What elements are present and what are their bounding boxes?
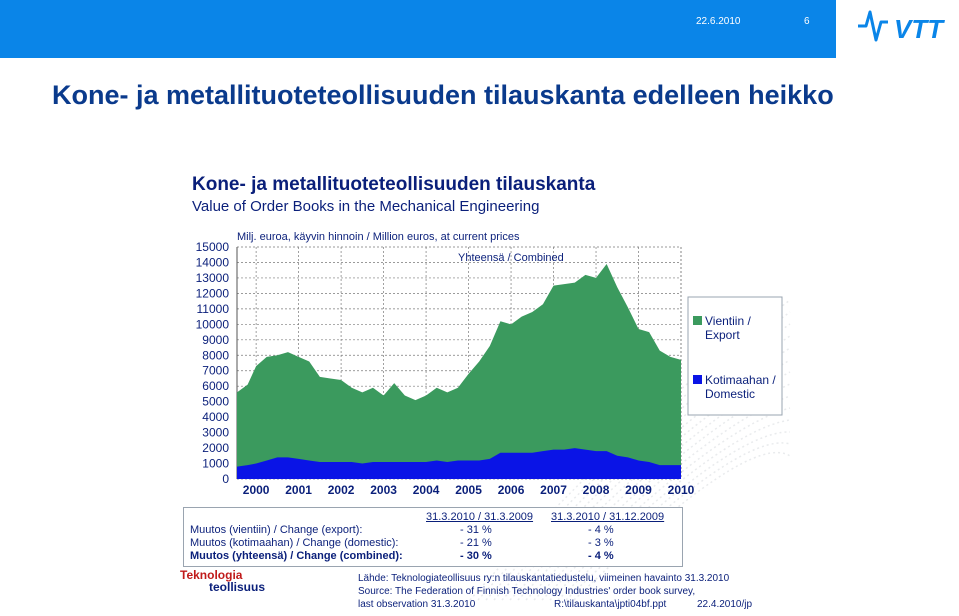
x-tick-label: 2009: [625, 483, 652, 497]
x-tick-label: 2002: [328, 483, 355, 497]
header-bar: [0, 0, 959, 58]
legend-box: [687, 296, 783, 416]
y-tick-label: 2000: [202, 441, 229, 455]
chart-areas: [237, 264, 681, 479]
legend-swatch: [693, 375, 702, 384]
teknologia-logo-line1: Teknologia: [180, 568, 243, 582]
y-tick-label: 13000: [196, 271, 230, 285]
legend-label-line: Vientiin /: [705, 314, 751, 328]
y-tick-label: 3000: [202, 426, 229, 440]
y-tick-label: 0: [222, 472, 229, 486]
x-tick-label: 2007: [540, 483, 567, 497]
legend-label: Kotimaahan / Domestic: [705, 373, 776, 401]
vtt-logo-text: VTT: [894, 14, 945, 44]
x-axis-ticks: 2000 2001 2002 2003 2004 2005 2006 2007 2008 2009…: [243, 483, 695, 497]
y-tick-label: 9000: [202, 333, 229, 347]
legend-label-line: Domestic: [705, 387, 755, 401]
chart-ylabel: Milj. euroa, käyvin hinnoin / Million eu…: [237, 231, 520, 243]
table-row-label: Muutos (yhteensä) / Change (combined):: [190, 550, 403, 562]
x-tick-label: 2003: [370, 483, 397, 497]
table-row-value: - 21 %: [460, 537, 492, 549]
legend-label: Vientiin / Export: [705, 314, 751, 342]
source-finnish: Lähde: Teknologiateollisuus ry:n tilausk…: [358, 573, 730, 584]
y-tick-label: 12000: [196, 286, 230, 300]
area-export: [237, 264, 681, 479]
x-tick-label: 2000: [243, 483, 270, 497]
teknologia-logo-line2: teollisuus: [209, 580, 266, 594]
table-row-label: Muutos (vientiin) / Change (export):: [190, 524, 363, 536]
x-tick-label: 2004: [413, 483, 440, 497]
y-tick-label: 4000: [202, 410, 229, 424]
y-tick-label: 11000: [197, 302, 230, 316]
table-col1-header: 31.3.2010 / 31.3.2009: [426, 511, 534, 523]
last-observation: last observation 31.3.2010: [358, 599, 476, 610]
file-date: 22.4.2010/jp: [697, 599, 753, 610]
vtt-logo: VTT: [836, 0, 959, 58]
chart-title: Kone- ja metallituoteteollisuuden tilaus…: [192, 174, 596, 195]
header-date: 22.6.2010: [696, 16, 741, 27]
y-tick-label: 5000: [202, 395, 229, 409]
watermark-line: [573, 451, 791, 601]
y-tick-label: 6000: [202, 379, 229, 393]
chart-legend: Vientiin / Export Kotimaahan / Domestic: [687, 296, 783, 416]
table-row-value: - 4 %: [588, 524, 614, 536]
x-tick-label: 2006: [498, 483, 525, 497]
legend-label-line: Export: [705, 328, 740, 342]
page-number: 6: [804, 16, 810, 27]
area-domestic: [237, 448, 681, 479]
table-row-label: Muutos (kotimaahan) / Change (domestic):: [190, 537, 399, 549]
table-row-value: - 31 %: [460, 524, 492, 536]
vtt-logo-icon: VTT: [858, 10, 945, 44]
chart-subtitle: Value of Order Books in the Mechanical E…: [192, 198, 539, 215]
y-tick-label: 7000: [202, 364, 229, 378]
combined-annotation: Yhteensä / Combined: [458, 252, 564, 264]
file-path: R:\tilauskanta\jpti04bf.ppt: [554, 599, 667, 610]
table-col2-header: 31.3.2010 / 31.12.2009: [551, 511, 665, 523]
change-table: 31.3.2010 / 31.3.2009 31.3.2010 / 31.12.…: [183, 507, 683, 567]
y-tick-label: 10000: [196, 317, 230, 331]
y-tick-label: 14000: [196, 255, 230, 269]
y-tick-label: 8000: [202, 348, 229, 362]
legend-items: Vientiin / Export Kotimaahan / Domestic: [693, 314, 776, 401]
y-tick-label: 1000: [202, 457, 229, 471]
x-tick-label: 2005: [455, 483, 482, 497]
legend-label-line: Kotimaahan /: [705, 373, 776, 387]
slide-title: Kone- ja metallituoteteollisuuden tilaus…: [52, 80, 834, 110]
table-row-value: - 30 %: [460, 550, 492, 562]
table-row-value: - 3 %: [588, 537, 614, 549]
x-tick-label: 2001: [285, 483, 312, 497]
x-tick-label: 2010: [668, 483, 695, 497]
table-row-value: - 4 %: [588, 550, 614, 562]
legend-swatch: [693, 316, 702, 325]
source-english: Source: The Federation of Finnish Techno…: [358, 586, 696, 597]
x-tick-label: 2008: [583, 483, 610, 497]
y-tick-label: 15000: [196, 240, 230, 254]
